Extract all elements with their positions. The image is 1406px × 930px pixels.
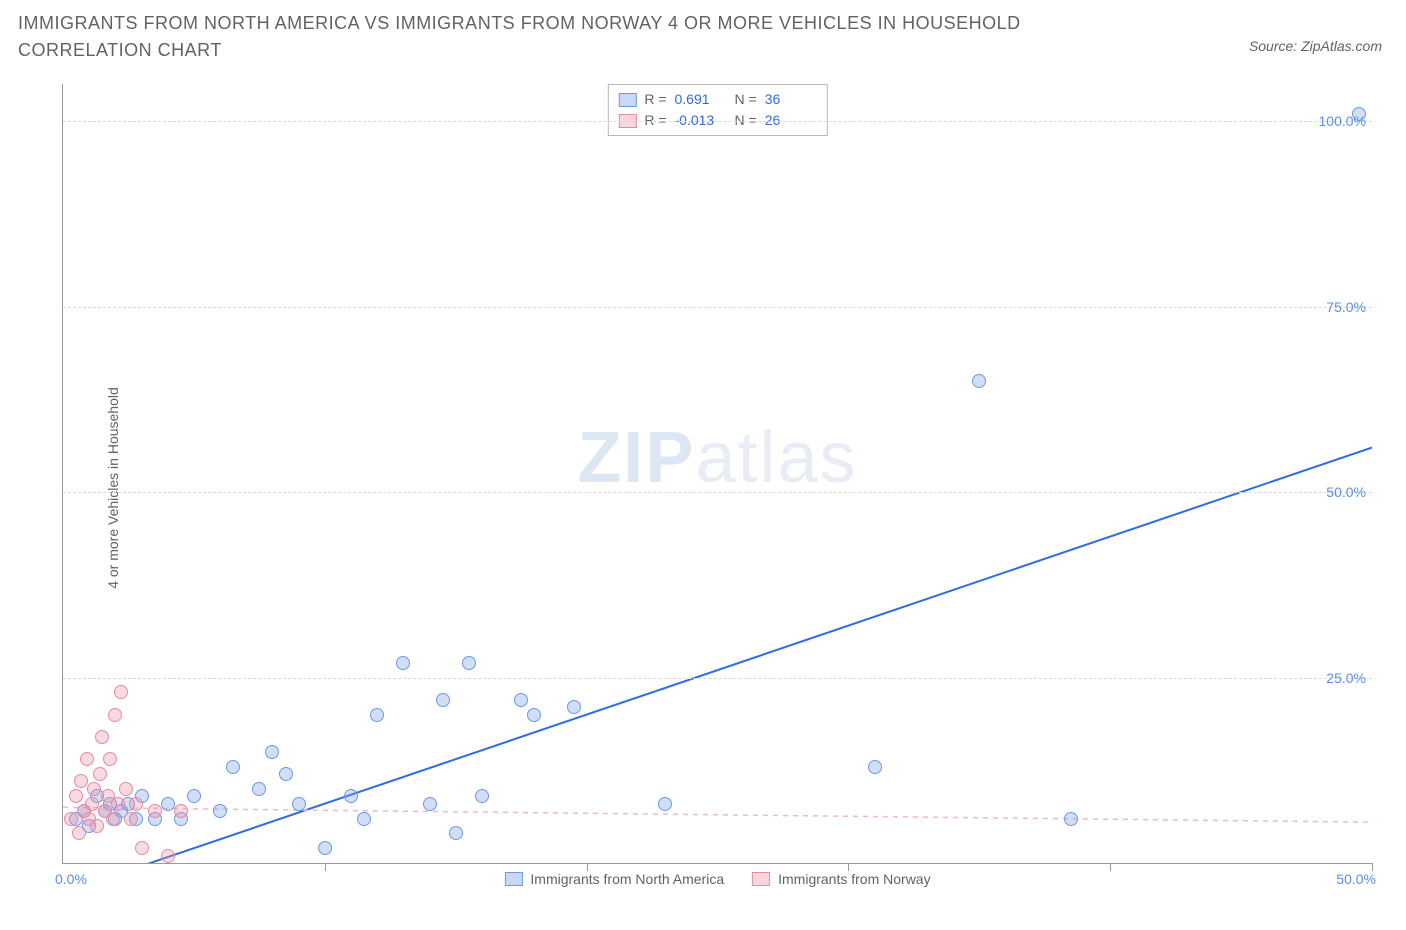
legend-item-a: Immigrants from North America (504, 871, 724, 887)
data-point (161, 797, 175, 811)
data-point (72, 826, 86, 840)
data-point (449, 826, 463, 840)
swatch-a-icon (504, 872, 522, 886)
plot-area: ZIPatlas R = 0.691 N = 36 R = -0.013 N =… (62, 84, 1372, 864)
data-point (1352, 107, 1366, 121)
data-point (95, 730, 109, 744)
data-point (87, 782, 101, 796)
data-point (567, 700, 581, 714)
data-point (226, 760, 240, 774)
data-point (868, 760, 882, 774)
data-point (475, 789, 489, 803)
data-point (187, 789, 201, 803)
x-axis-max-label: 50.0% (1336, 871, 1376, 887)
trend-lines (63, 84, 1372, 863)
gridline (63, 678, 1372, 679)
data-point (658, 797, 672, 811)
swatch-b-icon (752, 872, 770, 886)
data-point (514, 693, 528, 707)
data-point (93, 767, 107, 781)
data-point (527, 708, 541, 722)
swatch-a-icon (618, 93, 636, 107)
data-point (129, 797, 143, 811)
data-point (423, 797, 437, 811)
x-tick (1110, 863, 1111, 871)
data-point (80, 752, 94, 766)
data-point (1064, 812, 1078, 826)
data-point (69, 789, 83, 803)
x-tick (587, 863, 588, 871)
data-point (119, 782, 133, 796)
legend-item-b: Immigrants from Norway (752, 871, 930, 887)
data-point (344, 789, 358, 803)
source-label: Source: ZipAtlas.com (1249, 38, 1382, 54)
chart-title: IMMIGRANTS FROM NORTH AMERICA VS IMMIGRA… (18, 10, 1118, 64)
data-point (161, 849, 175, 863)
trend-line (63, 807, 1372, 822)
gridline (63, 492, 1372, 493)
legend-row-a: R = 0.691 N = 36 (618, 89, 816, 110)
data-point (64, 812, 78, 826)
data-point (279, 767, 293, 781)
data-point (135, 841, 149, 855)
data-point (292, 797, 306, 811)
data-point (396, 656, 410, 670)
gridline (63, 121, 1372, 122)
x-tick (325, 863, 326, 871)
x-axis-min-label: 0.0% (55, 871, 87, 887)
data-point (106, 812, 120, 826)
data-point (972, 374, 986, 388)
series-legend: Immigrants from North America Immigrants… (504, 871, 930, 887)
watermark: ZIPatlas (577, 417, 857, 499)
y-tick-label: 25.0% (1326, 670, 1366, 686)
data-point (252, 782, 266, 796)
data-point (74, 774, 88, 788)
data-point (436, 693, 450, 707)
data-point (111, 797, 125, 811)
data-point (213, 804, 227, 818)
gridline (63, 307, 1372, 308)
x-tick (1372, 863, 1373, 871)
data-point (114, 685, 128, 699)
data-point (357, 812, 371, 826)
data-point (462, 656, 476, 670)
data-point (174, 804, 188, 818)
data-point (103, 752, 117, 766)
data-point (370, 708, 384, 722)
y-tick-label: 50.0% (1326, 484, 1366, 500)
data-point (148, 804, 162, 818)
trend-line (63, 448, 1372, 863)
data-point (108, 708, 122, 722)
data-point (318, 841, 332, 855)
data-point (90, 819, 104, 833)
x-tick (848, 863, 849, 871)
chart-container: 4 or more Vehicles in Household ZIPatlas… (18, 78, 1388, 898)
y-tick-label: 75.0% (1326, 299, 1366, 315)
data-point (265, 745, 279, 759)
correlation-legend: R = 0.691 N = 36 R = -0.013 N = 26 (607, 84, 827, 136)
data-point (85, 797, 99, 811)
data-point (124, 812, 138, 826)
